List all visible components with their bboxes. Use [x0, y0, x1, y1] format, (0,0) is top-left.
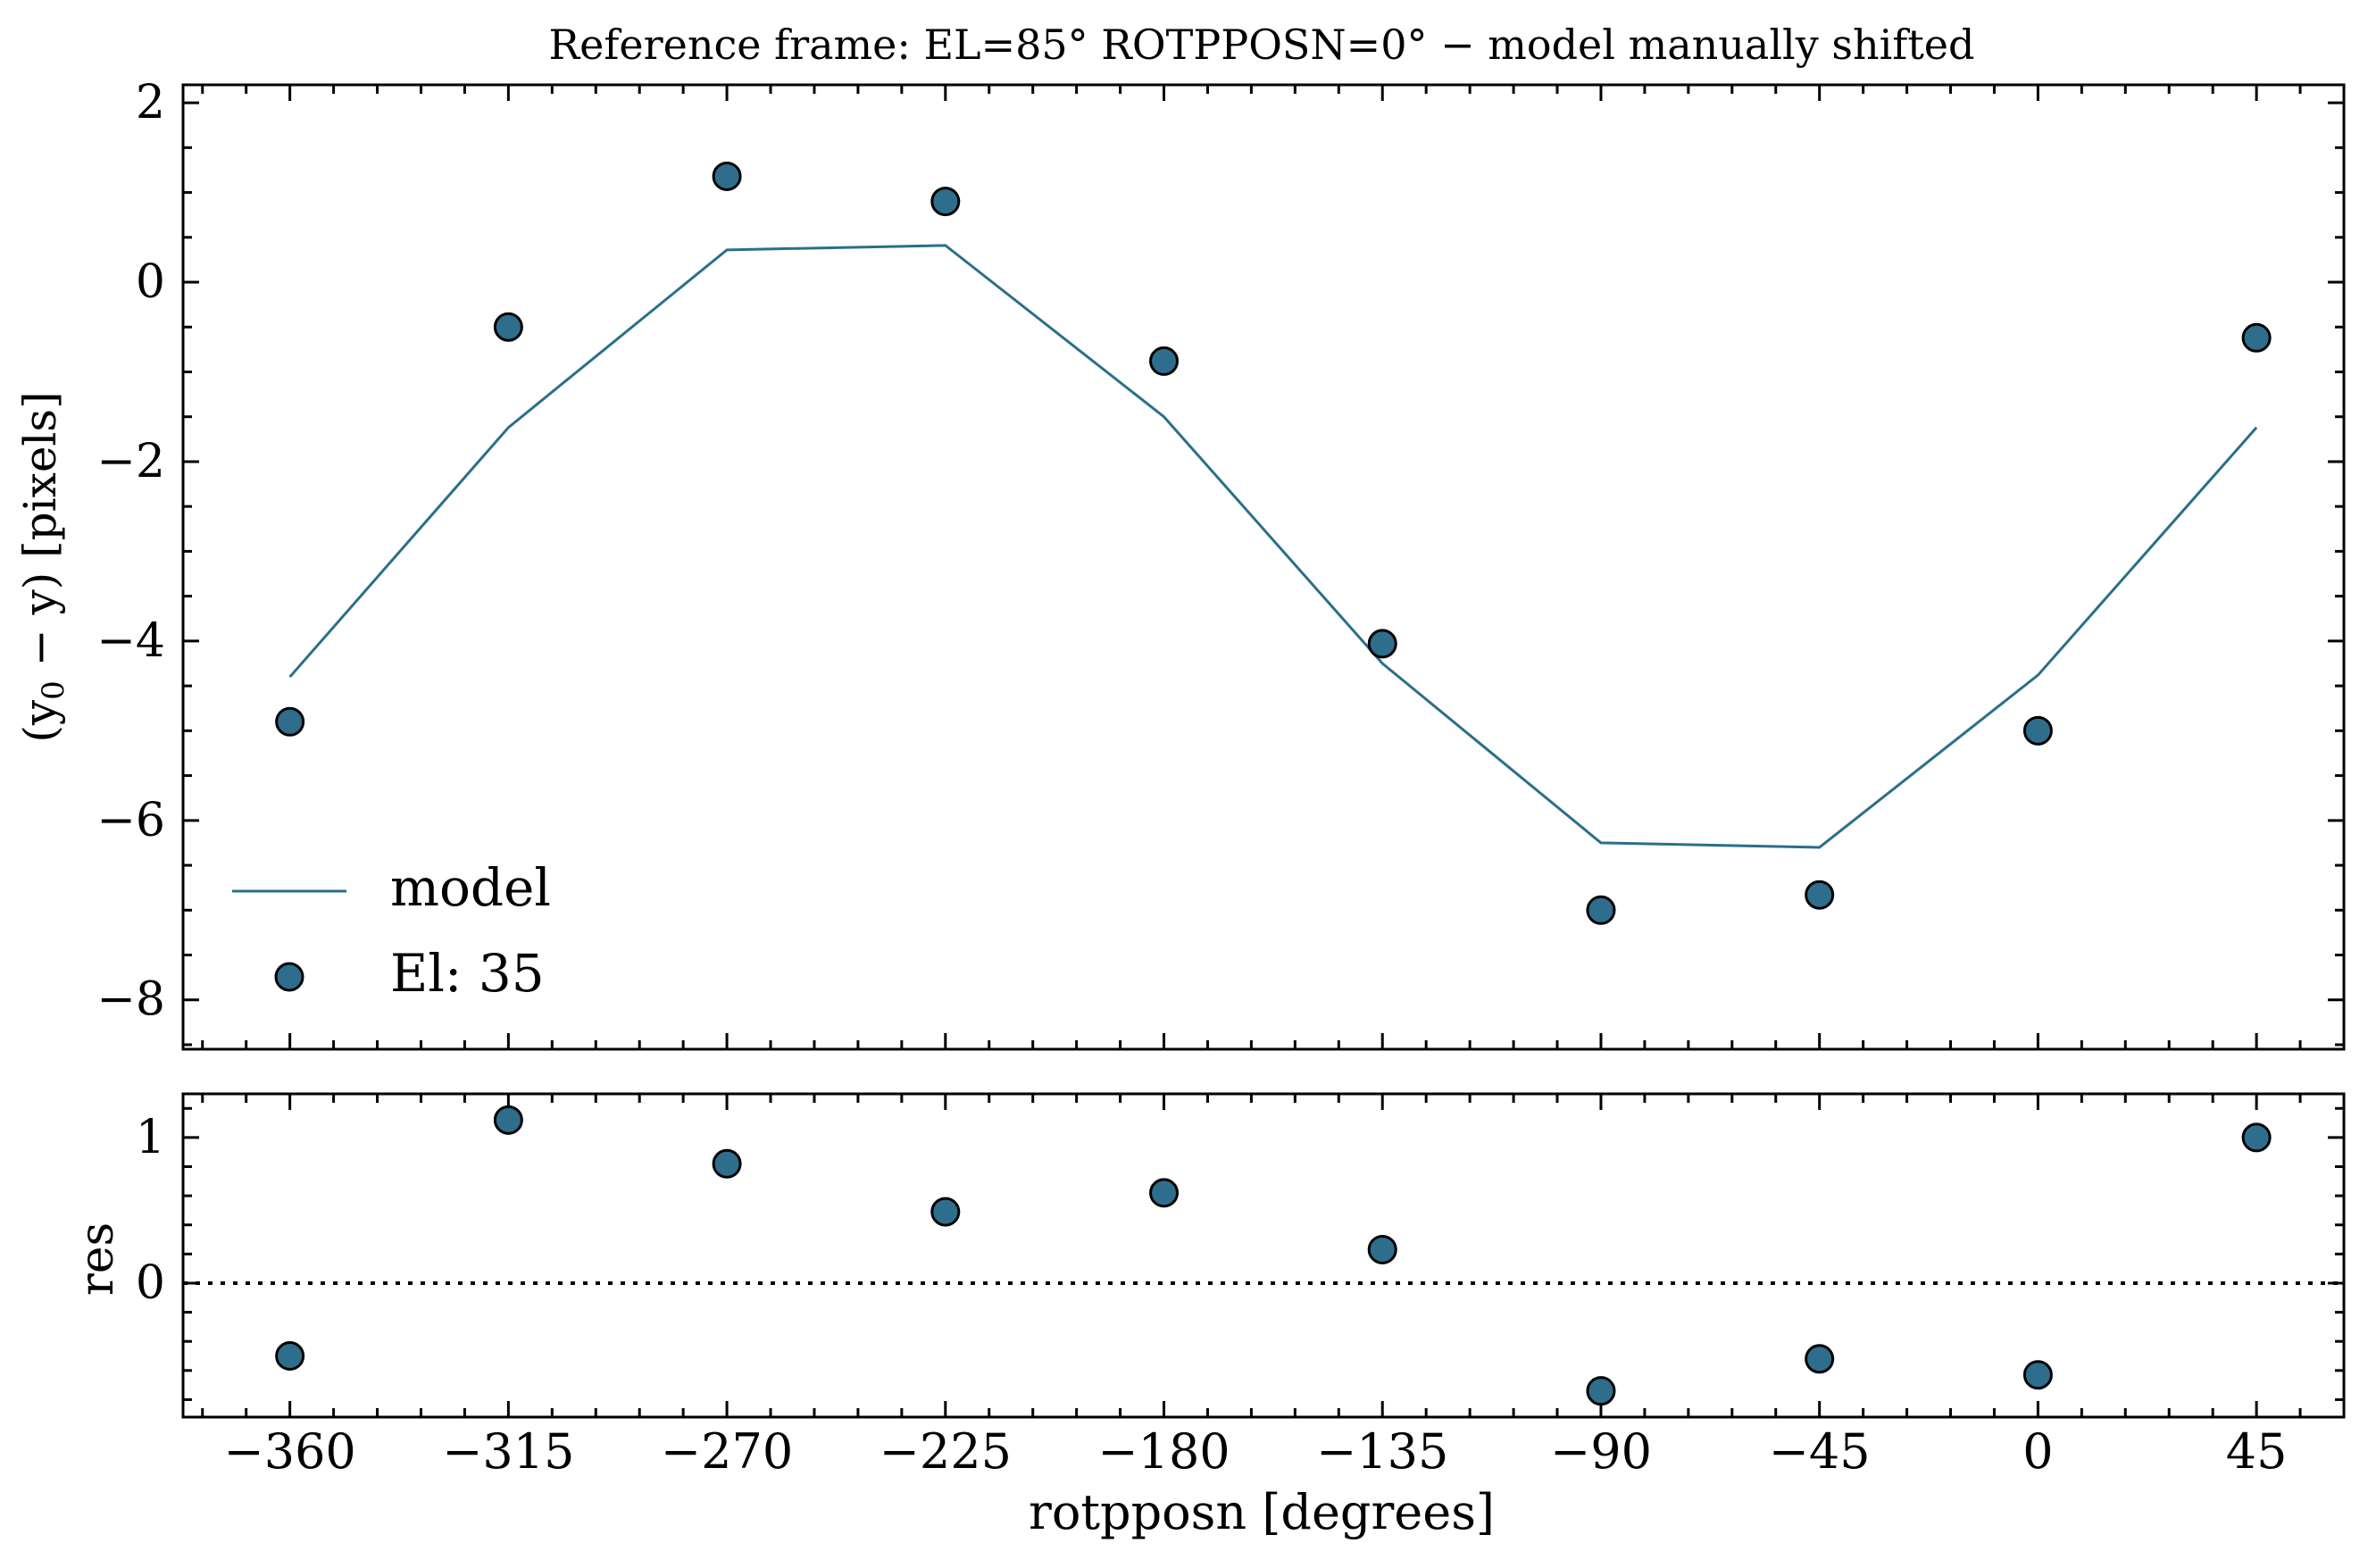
x-tick-label: −45 — [1769, 1423, 1871, 1480]
top-y-tick-label: −6 — [96, 794, 165, 847]
top-scatter-points — [275, 161, 2272, 925]
residual-point — [1149, 1178, 1180, 1208]
data-point — [1149, 346, 1180, 376]
x-tick-label: −135 — [1316, 1423, 1448, 1480]
legend-el35-label: El: 35 — [390, 943, 545, 1004]
x-tick-label: 45 — [2226, 1423, 2288, 1480]
top-y-axis-label-main: (y — [14, 699, 66, 743]
data-point — [2022, 715, 2053, 746]
data-point — [493, 312, 523, 342]
top-y-axis-label-subscript: 0 — [36, 680, 71, 700]
x-tick-labels: −360 −315 −270 −225 −180 −135 −90 −45 0 45 — [223, 1423, 2287, 1480]
top-y-axis-label-rest: − y) [pixels] — [14, 391, 66, 680]
bottom-y-tick-labels: 10 — [136, 1111, 165, 1310]
data-point — [1367, 629, 1397, 659]
top-panel-frame — [181, 83, 2346, 1051]
bottom-y-axis-label: res — [71, 1222, 124, 1296]
x-axis-label: rotpposn [degrees] — [1029, 1484, 1495, 1540]
top-panel-ticks — [183, 85, 2346, 1049]
figure-title: Reference frame: EL=85° ROTPPOSN=0° − mo… — [549, 21, 1975, 69]
data-point — [2241, 322, 2272, 353]
data-point — [1805, 880, 1835, 910]
residual-point — [2241, 1122, 2272, 1153]
residual-point — [712, 1148, 742, 1179]
residual-point — [1367, 1234, 1397, 1264]
residual-points — [275, 1105, 2272, 1406]
bottom-y-tick-label: 0 — [136, 1256, 165, 1310]
legend-el35-swatch — [274, 962, 304, 992]
residual-point — [1586, 1376, 1616, 1406]
residual-point — [275, 1341, 305, 1372]
top-panel: 20−2−4−6−8 (y0 − y) [pixels] model El: 3… — [14, 76, 2346, 1051]
bottom-panel: 10 −360 −315 −270 −225 −180 −135 −90 −45 0 45 res… — [71, 1092, 2346, 1540]
model-line — [288, 244, 2258, 849]
bottom-y-tick-label: 1 — [136, 1111, 165, 1164]
top-y-tick-label: 2 — [136, 76, 165, 129]
residual-point — [1805, 1344, 1835, 1374]
legend-model-label: model — [390, 857, 551, 918]
data-point — [712, 161, 742, 191]
data-point — [275, 706, 305, 737]
x-tick-label: −180 — [1097, 1423, 1230, 1480]
residual-point — [930, 1197, 961, 1227]
top-y-tick-label: −8 — [96, 973, 165, 1027]
residual-point — [493, 1105, 523, 1135]
bottom-panel-frame — [181, 1092, 2346, 1419]
data-point — [930, 187, 961, 217]
x-tick-label: −225 — [880, 1423, 1012, 1480]
legend: model El: 35 — [232, 857, 551, 1004]
top-y-tick-label: −4 — [96, 614, 165, 668]
x-tick-label: −270 — [661, 1423, 793, 1480]
top-y-tick-label: −2 — [96, 435, 165, 488]
top-y-tick-labels: 2 0 −2 −4 −6 −8 — [96, 76, 165, 1027]
top-y-tick-label: 0 — [136, 255, 165, 309]
x-tick-label: −90 — [1550, 1423, 1652, 1480]
top-y-axis-label: (y0 − y) [pixels] — [14, 391, 71, 742]
x-tick-label: −315 — [442, 1423, 574, 1480]
x-tick-label: −360 — [223, 1423, 355, 1480]
x-tick-label: 0 — [2022, 1423, 2053, 1480]
residual-point — [2022, 1360, 2053, 1390]
data-point — [1586, 895, 1616, 925]
